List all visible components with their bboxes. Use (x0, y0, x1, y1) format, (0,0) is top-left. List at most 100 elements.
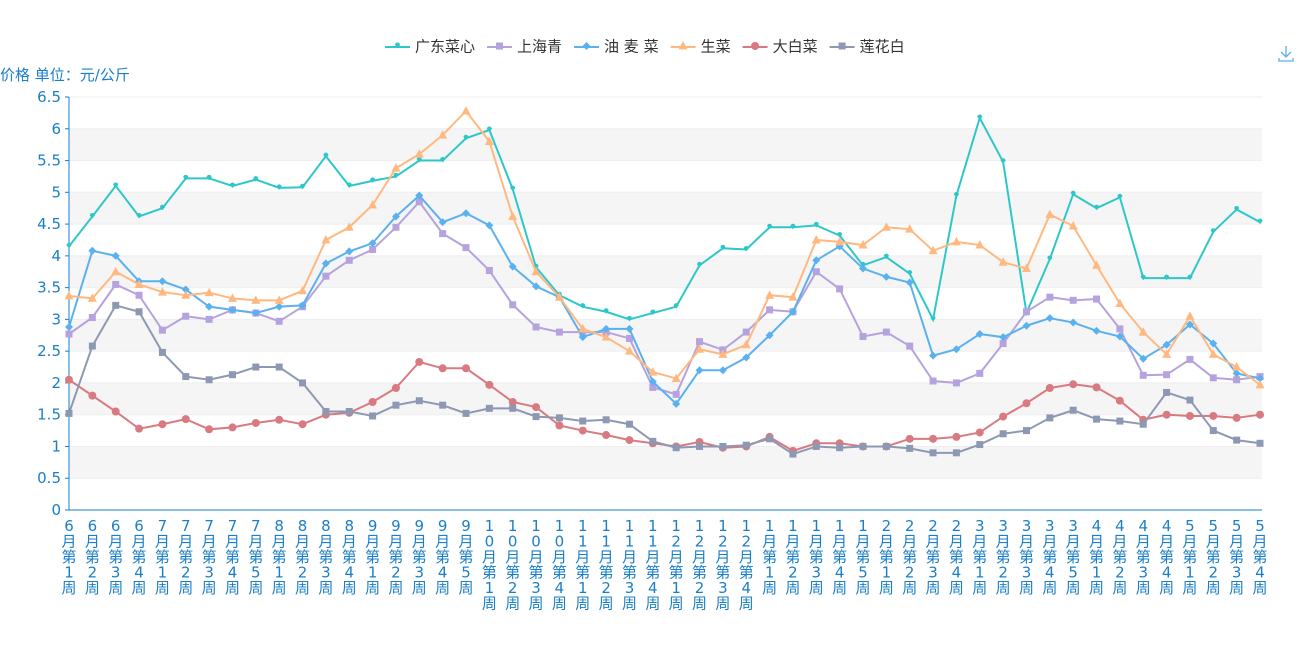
marker (742, 353, 751, 362)
x-tick-label: 2 月第 3 周 (926, 517, 941, 597)
x-tick-label: 7 月第 3 周 (202, 517, 217, 597)
marker (438, 218, 447, 227)
x-tick-label: 1 1 月第 2 周 (599, 517, 614, 613)
x-tick-label: 5 月第 3 周 (1229, 517, 1244, 597)
marker (182, 312, 190, 320)
marker (649, 437, 657, 445)
marker (953, 191, 959, 198)
marker (648, 377, 657, 386)
y-tick-label: 2.5 (37, 342, 61, 360)
x-tick-label: 5 月第 1 周 (1182, 517, 1197, 597)
marker (253, 176, 259, 182)
x-tick-label: 1 1 月第 1 周 (575, 517, 590, 613)
marker (486, 126, 492, 133)
series-line (68, 200, 1261, 396)
marker (555, 421, 564, 430)
split-area (69, 255, 1262, 288)
marker (836, 444, 844, 452)
marker (788, 292, 798, 301)
marker (812, 268, 820, 276)
marker (206, 174, 212, 181)
y-tick-label: 1.5 (37, 406, 61, 424)
marker (344, 222, 354, 231)
marker (416, 157, 422, 163)
marker (463, 134, 469, 141)
marker (509, 301, 517, 309)
marker (1069, 318, 1078, 327)
marker (905, 434, 914, 443)
x-tick-label: 1 0 月第 3 周 (529, 517, 544, 613)
download-icon[interactable] (1278, 46, 1294, 62)
marker (1045, 209, 1055, 219)
marker (135, 424, 144, 433)
marker (1068, 220, 1078, 230)
marker (678, 41, 688, 50)
marker (812, 442, 820, 450)
marker (275, 415, 284, 424)
marker (1022, 427, 1030, 435)
marker (998, 257, 1008, 266)
legend-label: 油 麦 菜 (604, 38, 659, 56)
marker (672, 390, 680, 398)
x-tick-label: 1 1 月第 3 周 (622, 517, 637, 613)
split-area (69, 192, 1262, 225)
marker (111, 266, 121, 276)
marker (718, 349, 728, 358)
marker (906, 342, 914, 350)
marker (883, 253, 889, 260)
marker (1209, 427, 1217, 435)
marker (205, 302, 214, 311)
marker (1021, 263, 1031, 273)
marker (1185, 411, 1194, 420)
marker (929, 434, 938, 443)
legend-item: 大白菜 (742, 38, 818, 56)
y-tick-label: 0 (51, 501, 61, 519)
marker (88, 391, 97, 400)
marker (532, 323, 540, 331)
marker (697, 261, 703, 268)
marker (930, 315, 936, 322)
x-tick-label: 1 2 月第 2 周 (692, 517, 707, 613)
marker (836, 285, 844, 293)
marker (88, 342, 96, 350)
marker (1022, 321, 1031, 330)
marker (601, 332, 611, 341)
legend-item: 广东菜心 (385, 38, 475, 56)
series (64, 105, 1265, 389)
marker (626, 315, 632, 322)
x-tick-label: 3 月第 5 周 (1066, 517, 1081, 597)
marker (976, 441, 984, 449)
marker (1257, 218, 1263, 225)
marker (625, 436, 634, 445)
marker (113, 182, 119, 188)
marker (999, 340, 1007, 348)
marker (1092, 326, 1101, 335)
marker (1186, 355, 1194, 363)
marker (300, 183, 306, 190)
marker (742, 328, 750, 336)
marker (134, 279, 144, 288)
x-tick-label: 1 1 月第 4 周 (645, 517, 660, 613)
marker (1164, 274, 1170, 281)
marker (368, 397, 377, 406)
marker (975, 428, 984, 437)
marker (345, 408, 353, 416)
marker (952, 379, 960, 387)
marker (929, 449, 937, 457)
marker (1115, 396, 1124, 405)
legend-label: 广东菜心 (415, 38, 475, 56)
marker (1069, 406, 1077, 414)
marker (298, 301, 307, 310)
marker (391, 384, 400, 393)
x-tick-label: 2 月第 4 周 (949, 517, 964, 597)
marker (858, 240, 868, 249)
marker (975, 329, 984, 338)
marker (1209, 374, 1217, 382)
y-tick-label: 4 (51, 247, 61, 265)
marker (767, 223, 773, 230)
x-tick-label: 7 月第 1 周 (155, 517, 170, 597)
legend-label: 生菜 (701, 38, 731, 56)
series (65, 301, 1264, 458)
marker (882, 328, 890, 336)
